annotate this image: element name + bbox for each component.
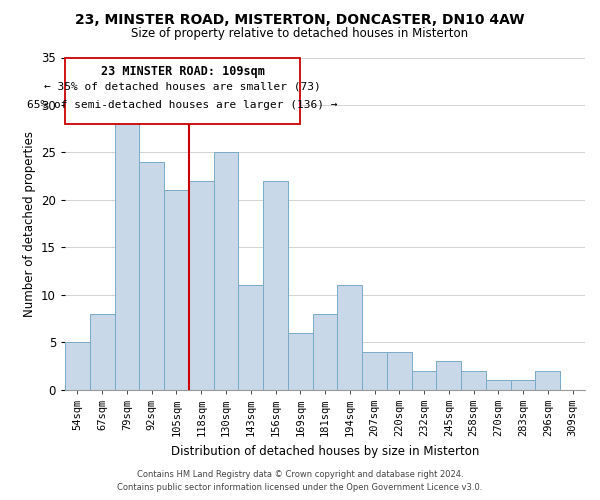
- Bar: [288, 332, 313, 390]
- Bar: [412, 370, 436, 390]
- Text: Contains HM Land Registry data © Crown copyright and database right 2024.
Contai: Contains HM Land Registry data © Crown c…: [118, 470, 482, 492]
- Bar: [387, 352, 412, 390]
- Text: Size of property relative to detached houses in Misterton: Size of property relative to detached ho…: [131, 28, 469, 40]
- Bar: [189, 181, 214, 390]
- Text: 23, MINSTER ROAD, MISTERTON, DONCASTER, DN10 4AW: 23, MINSTER ROAD, MISTERTON, DONCASTER, …: [75, 12, 525, 26]
- FancyBboxPatch shape: [65, 58, 300, 124]
- Bar: [535, 370, 560, 390]
- Bar: [164, 190, 189, 390]
- Bar: [65, 342, 90, 390]
- Bar: [90, 314, 115, 390]
- X-axis label: Distribution of detached houses by size in Misterton: Distribution of detached houses by size …: [171, 444, 479, 458]
- Text: ← 35% of detached houses are smaller (73): ← 35% of detached houses are smaller (73…: [44, 81, 321, 91]
- Bar: [461, 370, 486, 390]
- Bar: [362, 352, 387, 390]
- Bar: [436, 361, 461, 390]
- Bar: [139, 162, 164, 390]
- Bar: [238, 286, 263, 390]
- Text: 65% of semi-detached houses are larger (136) →: 65% of semi-detached houses are larger (…: [28, 100, 338, 110]
- Bar: [337, 286, 362, 390]
- Bar: [214, 152, 238, 390]
- Y-axis label: Number of detached properties: Number of detached properties: [23, 130, 35, 316]
- Text: 23 MINSTER ROAD: 109sqm: 23 MINSTER ROAD: 109sqm: [101, 65, 265, 78]
- Bar: [115, 114, 139, 390]
- Bar: [313, 314, 337, 390]
- Bar: [511, 380, 535, 390]
- Bar: [263, 181, 288, 390]
- Bar: [486, 380, 511, 390]
